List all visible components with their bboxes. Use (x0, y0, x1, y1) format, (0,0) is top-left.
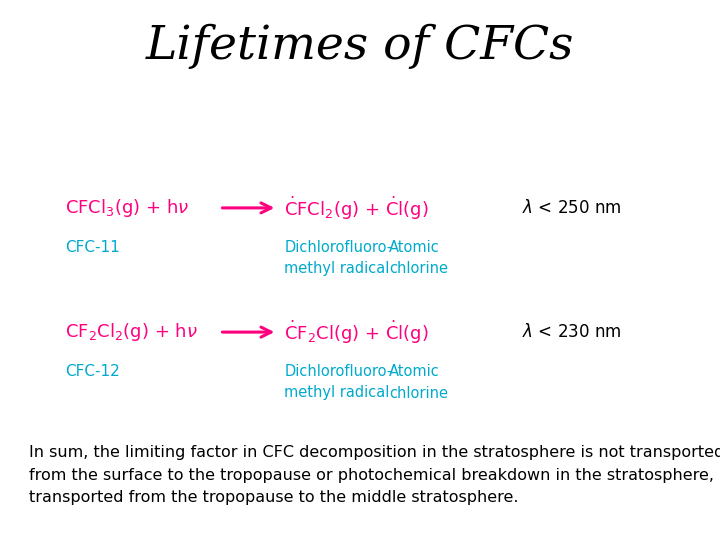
Text: Atomic
chlorine: Atomic chlorine (389, 364, 448, 401)
Text: CF$_2$Cl$_2$(g) + h$\nu$: CF$_2$Cl$_2$(g) + h$\nu$ (65, 321, 198, 343)
Text: Dichlorofluoro-
methyl radical: Dichlorofluoro- methyl radical (284, 364, 392, 401)
Text: Dichlorofluoro-
methyl radical: Dichlorofluoro- methyl radical (284, 240, 392, 276)
Text: $\lambda$ < 230 nm: $\lambda$ < 230 nm (522, 323, 621, 341)
Text: CFCl$_3$(g) + h$\nu$: CFCl$_3$(g) + h$\nu$ (65, 197, 189, 219)
Text: $\lambda$ < 250 nm: $\lambda$ < 250 nm (522, 199, 621, 217)
Text: CFC-12: CFC-12 (65, 364, 120, 380)
Text: Atomic
chlorine: Atomic chlorine (389, 240, 448, 276)
Text: CFC-11: CFC-11 (65, 240, 120, 255)
Text: Lifetimes of CFCs: Lifetimes of CFCs (146, 23, 574, 69)
Text: $\dot{\rm C}$F$_2$Cl(g) + $\dot{\rm C}$l(g): $\dot{\rm C}$F$_2$Cl(g) + $\dot{\rm C}$l… (284, 319, 429, 346)
Text: In sum, the limiting factor in CFC decomposition in the stratosphere is not tran: In sum, the limiting factor in CFC decom… (29, 446, 720, 505)
Text: $\dot{\rm C}$FCl$_2$(g) + $\dot{\rm C}$l(g): $\dot{\rm C}$FCl$_2$(g) + $\dot{\rm C}$l… (284, 194, 429, 221)
